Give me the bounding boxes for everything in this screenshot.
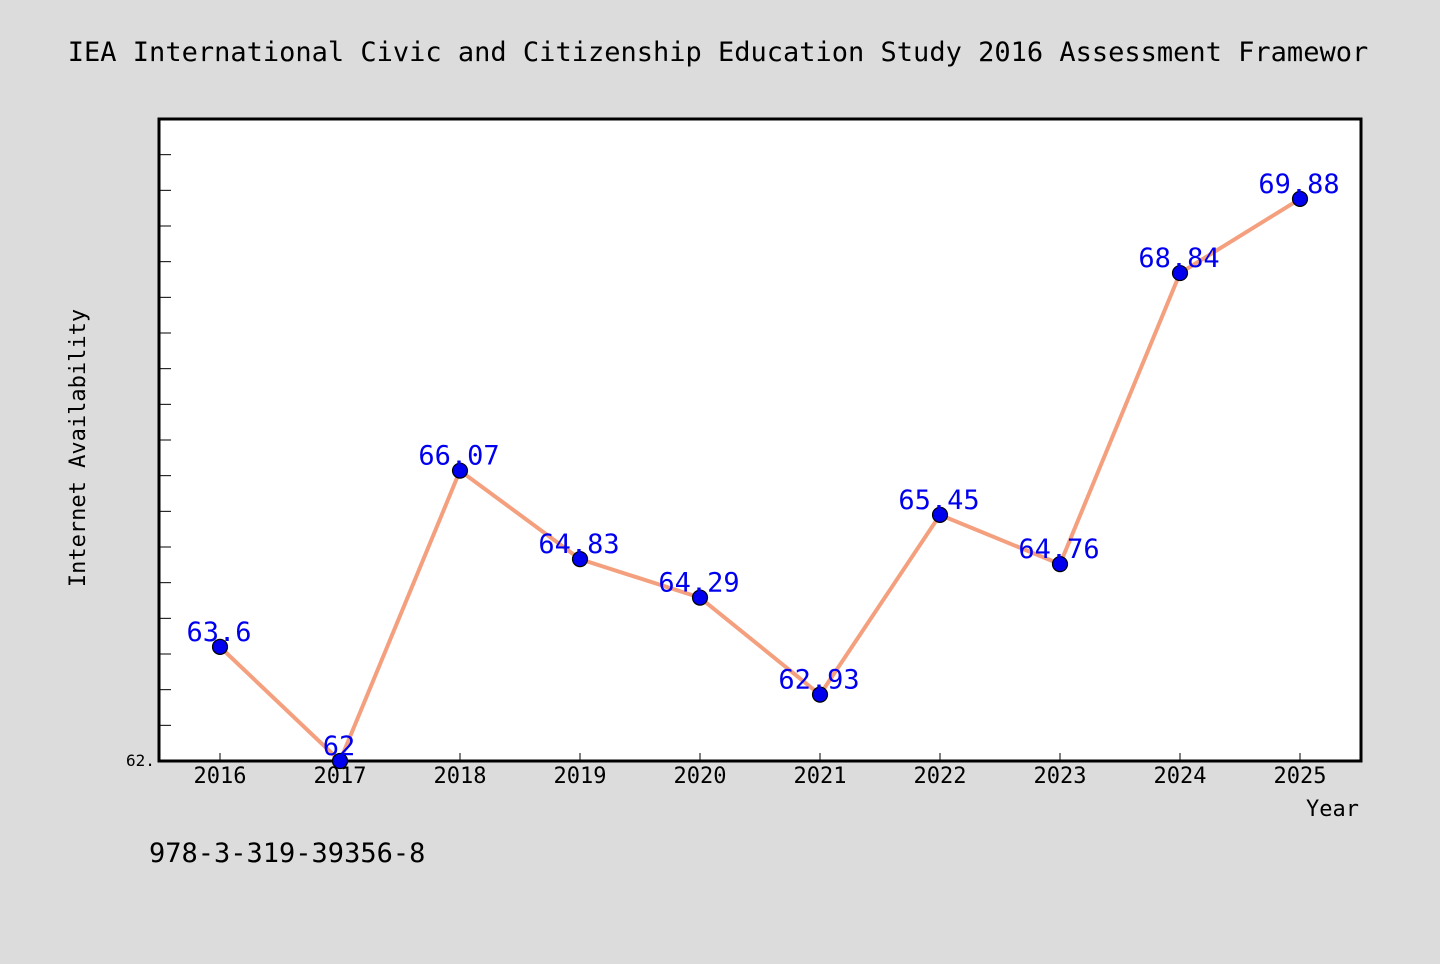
chart-title: IEA International Civic and Citizenship … [68,37,1368,68]
x-axis-label: Year [1306,797,1359,822]
series-points-group [211,190,1309,770]
plot-area [157,117,1363,763]
y-axis-ticks [159,154,171,726]
data-point [811,686,829,703]
data-point [571,551,589,568]
data-label: 64.29 [658,568,739,599]
x-tick-label: 2024 [1154,764,1207,789]
data-label: 64.83 [538,529,619,560]
x-tick-label: 2020 [674,764,727,789]
data-point [1051,556,1069,573]
data-point [451,462,469,479]
y-axis-label: Internet Availability [66,309,91,587]
data-label: 63.6 [186,617,251,648]
data-point [211,638,229,655]
data-label: 69.88 [1258,169,1339,200]
x-tick-label: 2019 [554,764,607,789]
data-label: 65.45 [898,485,979,516]
data-point [1291,190,1309,207]
data-label: 62 [323,731,356,762]
data-point [931,506,949,524]
data-labels-group: 63.6 62 66.07 64.83 64.29 62.93 65.45 64.76 68.8… [186,169,1339,762]
data-label: 62.93 [778,665,859,696]
data-label: 68.84 [1138,243,1219,274]
series-line [218,197,1302,763]
x-tick-label: 2025 [1274,764,1327,789]
y-tick-label: 62. [126,751,155,770]
isbn-text: 978-3-319-39356-8 [149,838,425,869]
data-label: 66.07 [418,441,499,472]
series-line-group [218,197,1302,763]
x-tick-labels: 2016 2017 2018 2019 2020 2021 2022 2023 2024 2025 [194,764,1327,789]
data-point [1171,264,1189,282]
x-tick-label: 2021 [794,764,847,789]
x-tick-label: 2023 [1034,764,1087,789]
data-point [691,589,709,606]
x-tick-label: 2016 [194,764,247,789]
data-point [331,752,349,770]
x-tick-label: 2022 [914,764,967,789]
data-label: 64.76 [1018,534,1099,565]
x-tick-label: 2018 [434,764,487,789]
